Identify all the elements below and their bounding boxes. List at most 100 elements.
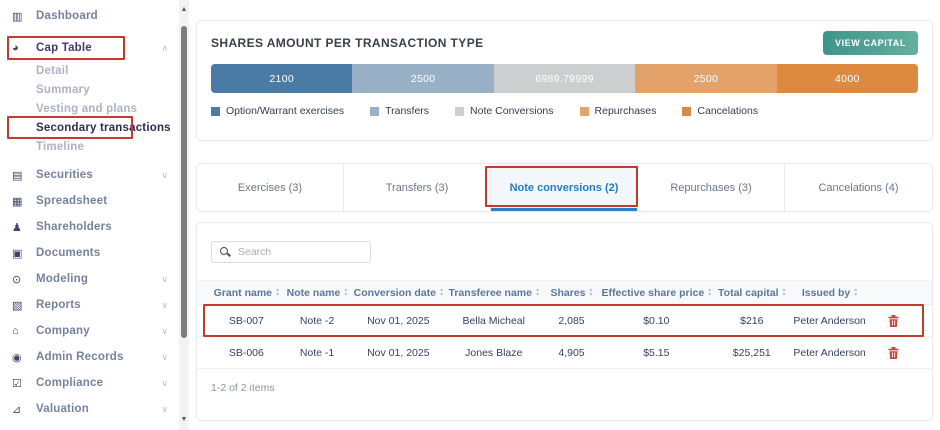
sidebar-item-label: Summary (36, 83, 90, 96)
cell-issued-by: Peter Anderson (793, 314, 866, 327)
chevron-down-icon[interactable]: ∨ (161, 377, 168, 388)
scrollbar-thumb[interactable] (181, 26, 187, 338)
chevron-down-icon[interactable]: ∨ (161, 169, 168, 180)
report-icon: ▧ (12, 299, 23, 312)
records-icon: ◉ (12, 351, 22, 364)
legend-label: Cancelations (697, 105, 759, 117)
column-header-conversion-date: Conversion date ▴ ▾ (352, 287, 444, 299)
sort-icon[interactable]: ▴ ▾ (854, 287, 858, 298)
sidebar-item-securities[interactable]: ▤ Securities ∨ (0, 162, 180, 188)
sidebar-item-secondary-transactions[interactable]: Secondary transactions (0, 116, 180, 139)
tab-cancelations[interactable]: Cancelations (4) (785, 164, 932, 211)
pagination-status: 1-2 of 2 items (211, 382, 275, 394)
chevron-down-icon[interactable]: ∨ (161, 403, 168, 414)
column-header-label: Shares (550, 286, 586, 299)
grid-icon: ▦ (12, 195, 23, 208)
chevron-down-icon[interactable]: ∨ (161, 299, 168, 310)
sort-icon[interactable]: ▴ ▾ (708, 287, 712, 298)
table-row[interactable]: SB-006 Note -1 Nov 01, 2025 Jones Blaze … (197, 337, 932, 369)
sidebar-item-label: Secondary transactions (36, 121, 171, 134)
column-header-label: Total capital (718, 286, 779, 299)
sort-icon[interactable]: ▴ ▾ (344, 287, 348, 298)
legend-swatch-icon (455, 106, 465, 116)
sort-icon[interactable]: ▴ ▾ (439, 287, 443, 298)
transaction-tabs: Exercises (3) Transfers (3) Note convers… (196, 163, 933, 212)
bar-segment-option-warrant-exercises: 2100 (211, 64, 353, 93)
legend-label: Repurchases (594, 105, 657, 117)
sidebar-item-vesting-and-plans[interactable]: Vesting and plans (0, 99, 180, 118)
search-icon (220, 247, 228, 255)
sidebar-item-timeline[interactable]: Timeline (0, 137, 180, 156)
sidebar-item-summary[interactable]: Summary (0, 80, 180, 99)
table-header-row: Grant name ▴ ▾ Note name ▴ ▾ Conversion da… (197, 280, 932, 305)
view-capital-button[interactable]: VIEW CAPITAL (822, 31, 918, 55)
delete-row-button[interactable] (886, 345, 901, 361)
tab-transfers[interactable]: Transfers (3) (344, 164, 491, 211)
stacked-bar-chart: 2100 2500 6989.79999 2500 4000 (211, 64, 918, 93)
chevron-down-icon[interactable]: ∨ (161, 325, 168, 336)
scroll-up-icon[interactable]: ▲ (180, 6, 188, 13)
delete-row-button[interactable] (886, 313, 901, 329)
sort-icon[interactable]: ▴ ▾ (535, 287, 539, 298)
pie-chart-icon: ◕ (12, 42, 19, 54)
sidebar-item-detail[interactable]: Detail (0, 61, 180, 80)
cell-grant-name: SB-006 (228, 346, 264, 359)
tab-exercises[interactable]: Exercises (3) (197, 164, 344, 211)
sidebar-item-company[interactable]: ⌂ Company ∨ (0, 318, 180, 344)
sort-icon[interactable]: ▴ ▾ (276, 287, 280, 298)
sidebar-item-modeling[interactable]: ⊙ Modeling ∨ (0, 266, 180, 292)
sidebar-item-documents[interactable]: ▣ Documents (0, 240, 180, 266)
chart-icon: ⊿ (12, 403, 22, 416)
person-icon: ♟ (12, 221, 22, 234)
sidebar-item-reports[interactable]: ▧ Reports ∨ (0, 292, 180, 318)
cell-issued-by: Peter Anderson (793, 346, 866, 359)
sort-icon[interactable]: ▴ ▾ (589, 287, 593, 298)
trash-icon (888, 346, 899, 359)
sidebar-item-compliance[interactable]: ☑ Compliance ∨ (0, 370, 180, 396)
sort-icon[interactable]: ▴ ▾ (782, 287, 786, 298)
chart-title: SHARES AMOUNT PER TRANSACTION TYPE (211, 36, 484, 50)
trash-icon (888, 314, 899, 327)
column-header-note-name: Note name ▴ ▾ (282, 287, 353, 299)
sidebar-item-label: Modeling (36, 273, 89, 285)
chevron-down-icon[interactable]: ∨ (161, 273, 168, 284)
sidebar-item-label: Documents (36, 247, 101, 259)
sidebar-item-dashboard[interactable]: ▥ Dashboard (0, 3, 180, 29)
cell-note-name: Note -2 (299, 314, 335, 327)
sidebar-item-shareholders[interactable]: ♟ Shareholders (0, 214, 180, 240)
legend-item: Note Conversions (455, 105, 554, 117)
sidebar-item-admin-records[interactable]: ◉ Admin Records ∨ (0, 344, 180, 370)
sidebar-scrollbar[interactable]: ▲ ▼ (179, 0, 189, 430)
cell-transferee-name: Jones Blaze (465, 346, 523, 359)
cell-total-capital: $25,251 (732, 346, 771, 359)
sidebar-item-spreadsheet[interactable]: ▦ Spreadsheet (0, 188, 180, 214)
cell-effective-share-price: $0.10 (643, 314, 670, 327)
sidebar-item-label: Reports (36, 299, 81, 311)
column-header-label: Effective share price (601, 286, 705, 299)
legend-label: Note Conversions (470, 105, 554, 117)
chevron-down-icon[interactable]: ∨ (161, 351, 168, 362)
tab-repurchases[interactable]: Repurchases (3) (638, 164, 785, 211)
bar-segment-transfers: 2500 (352, 64, 494, 93)
sidebar-item-label: Spreadsheet (36, 195, 108, 207)
tab-note-conversions[interactable]: Note conversions (2) (485, 164, 638, 211)
scroll-down-icon[interactable]: ▼ (180, 416, 188, 423)
cell-grant-name: SB-007 (228, 314, 264, 327)
legend-swatch-icon (579, 106, 589, 116)
sidebar: ▥ Dashboard ◕ Cap Table ∧ Detail Summary… (0, 0, 180, 430)
column-header-grant-name: Grant name ▴ ▾ (211, 287, 282, 299)
bar-segment-cancelations: 4000 (776, 64, 918, 93)
sidebar-item-cap-table[interactable]: ◕ Cap Table ∧ (0, 35, 180, 61)
cell-note-name: Note -1 (299, 346, 335, 359)
legend-item: Cancelations (682, 105, 758, 117)
cell-conversion-date: Nov 01, 2025 (367, 314, 430, 327)
chevron-up-icon[interactable]: ∧ (161, 42, 168, 53)
building-icon: ⌂ (12, 325, 19, 337)
legend-label: Transfers (385, 105, 430, 117)
table-row[interactable]: SB-007 Note -2 Nov 01, 2025 Bella Michea… (197, 304, 932, 337)
legend-item: Transfers (370, 105, 429, 117)
search-input[interactable] (211, 241, 371, 263)
sidebar-item-valuation[interactable]: ⊿ Valuation ∨ (0, 396, 180, 422)
bar-segment-note-conversions: 6989.79999 (493, 64, 636, 93)
cell-total-capital: $216 (740, 314, 764, 327)
